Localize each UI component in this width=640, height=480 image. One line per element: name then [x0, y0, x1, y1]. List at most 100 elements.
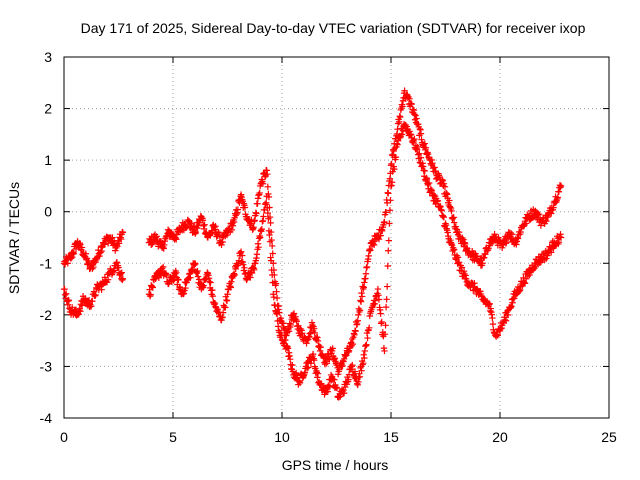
data-point-marker	[386, 207, 394, 214]
data-point-marker	[97, 249, 104, 256]
data-point-marker	[271, 302, 279, 309]
data-point-marker	[489, 314, 496, 322]
data-point-marker	[503, 238, 510, 246]
data-point-marker	[461, 240, 469, 247]
data-point-marker	[187, 274, 194, 281]
data-point-marker	[209, 286, 216, 294]
y-tick-label: -4	[40, 410, 53, 426]
data-point-marker	[257, 234, 264, 241]
data-point-marker	[228, 226, 236, 234]
data-point-marker	[231, 271, 238, 279]
data-point-marker	[229, 222, 237, 229]
data-point-marker	[329, 345, 336, 352]
data-point-marker	[314, 337, 322, 345]
plot-frame	[63, 56, 610, 419]
data-point-marker	[386, 175, 394, 182]
data-point-marker	[331, 376, 338, 383]
y-axis-title: SDTVAR / TECUs	[6, 182, 22, 294]
data-point-marker	[317, 343, 324, 351]
data-point-marker	[194, 267, 201, 275]
data-point-marker	[258, 225, 266, 233]
data-point-marker	[268, 242, 276, 250]
data-point-marker	[262, 199, 270, 206]
data-point-marker	[381, 218, 388, 226]
data-point-marker	[189, 222, 197, 230]
data-point-marker	[397, 113, 404, 121]
data-point-marker	[381, 347, 388, 355]
x-tick-label: 5	[169, 429, 177, 445]
data-point-marker	[266, 238, 274, 245]
x-tick-label: 25	[601, 429, 617, 445]
data-point-marker	[318, 380, 325, 387]
data-point-marker	[241, 204, 249, 211]
data-point-marker	[163, 271, 170, 279]
data-point-marker	[408, 100, 415, 108]
data-point-marker	[392, 153, 400, 161]
data-point-marker	[452, 223, 460, 230]
data-point-marker	[104, 276, 112, 283]
data-point-marker	[175, 276, 182, 284]
data-point-marker	[206, 278, 213, 285]
data-point-marker	[557, 234, 565, 241]
data-point-marker	[286, 356, 294, 363]
data-point-marker	[149, 284, 157, 291]
data-point-marker	[267, 219, 274, 227]
data-point-marker	[284, 345, 292, 352]
data-point-marker	[239, 252, 246, 259]
data-point-marker	[222, 304, 229, 311]
data-point-marker	[326, 353, 334, 361]
data-point-marker	[358, 293, 366, 300]
series-lower-track	[60, 120, 565, 401]
data-point-marker	[501, 316, 509, 324]
data-point-marker	[361, 354, 368, 362]
data-point-marker	[333, 384, 341, 392]
data-point-marker	[67, 255, 75, 262]
data-point-marker	[440, 213, 448, 221]
data-point-marker	[460, 236, 467, 243]
data-point-marker	[507, 229, 515, 237]
data-point-marker	[219, 309, 227, 316]
y-tick-label: -2	[40, 307, 53, 323]
data-point-marker	[387, 197, 394, 204]
data-point-marker	[398, 131, 406, 138]
data-point-marker	[441, 183, 449, 191]
data-point-marker	[104, 240, 112, 247]
data-point-marker	[264, 171, 271, 178]
data-point-marker	[207, 279, 214, 286]
data-point-marker	[314, 370, 322, 377]
data-point-marker	[212, 222, 219, 230]
data-point-marker	[259, 180, 267, 187]
axis-ticks: 0 5 10 15 20 25 -4 -3 -2 -1 0 1 2 3	[40, 49, 617, 445]
data-point-marker	[482, 251, 489, 258]
y-tick-label: -1	[40, 255, 53, 271]
data-point-marker	[240, 261, 247, 268]
data-point-marker	[275, 302, 282, 310]
data-point-marker	[356, 373, 364, 381]
data-point-marker	[349, 361, 356, 369]
data-point-marker	[351, 368, 359, 375]
data-point-marker	[554, 194, 561, 201]
data-point-marker	[251, 266, 258, 274]
data-point-marker	[264, 183, 272, 190]
data-point-marker	[440, 180, 448, 187]
data-point-marker	[385, 237, 393, 244]
data-point-marker	[234, 206, 242, 213]
data-point-marker	[282, 336, 289, 344]
data-point-marker	[508, 303, 515, 310]
data-point-marker	[486, 300, 493, 307]
data-point-marker	[260, 213, 267, 220]
data-point-marker	[92, 291, 99, 299]
data-point-marker	[521, 280, 529, 287]
data-point-marker	[434, 197, 442, 204]
data-point-marker	[194, 224, 201, 232]
data-point-marker	[296, 379, 304, 387]
data-point-marker	[406, 95, 413, 102]
data-point-marker	[78, 244, 86, 251]
data-point-marker	[422, 144, 430, 152]
chart-title: Day 171 of 2025, Sidereal Day-to-day VTE…	[81, 20, 586, 36]
data-point-marker	[543, 255, 550, 262]
x-tick-label: 15	[383, 429, 399, 445]
data-point-marker	[489, 320, 497, 328]
data-point-marker	[391, 165, 398, 173]
data-point-marker	[82, 250, 89, 257]
